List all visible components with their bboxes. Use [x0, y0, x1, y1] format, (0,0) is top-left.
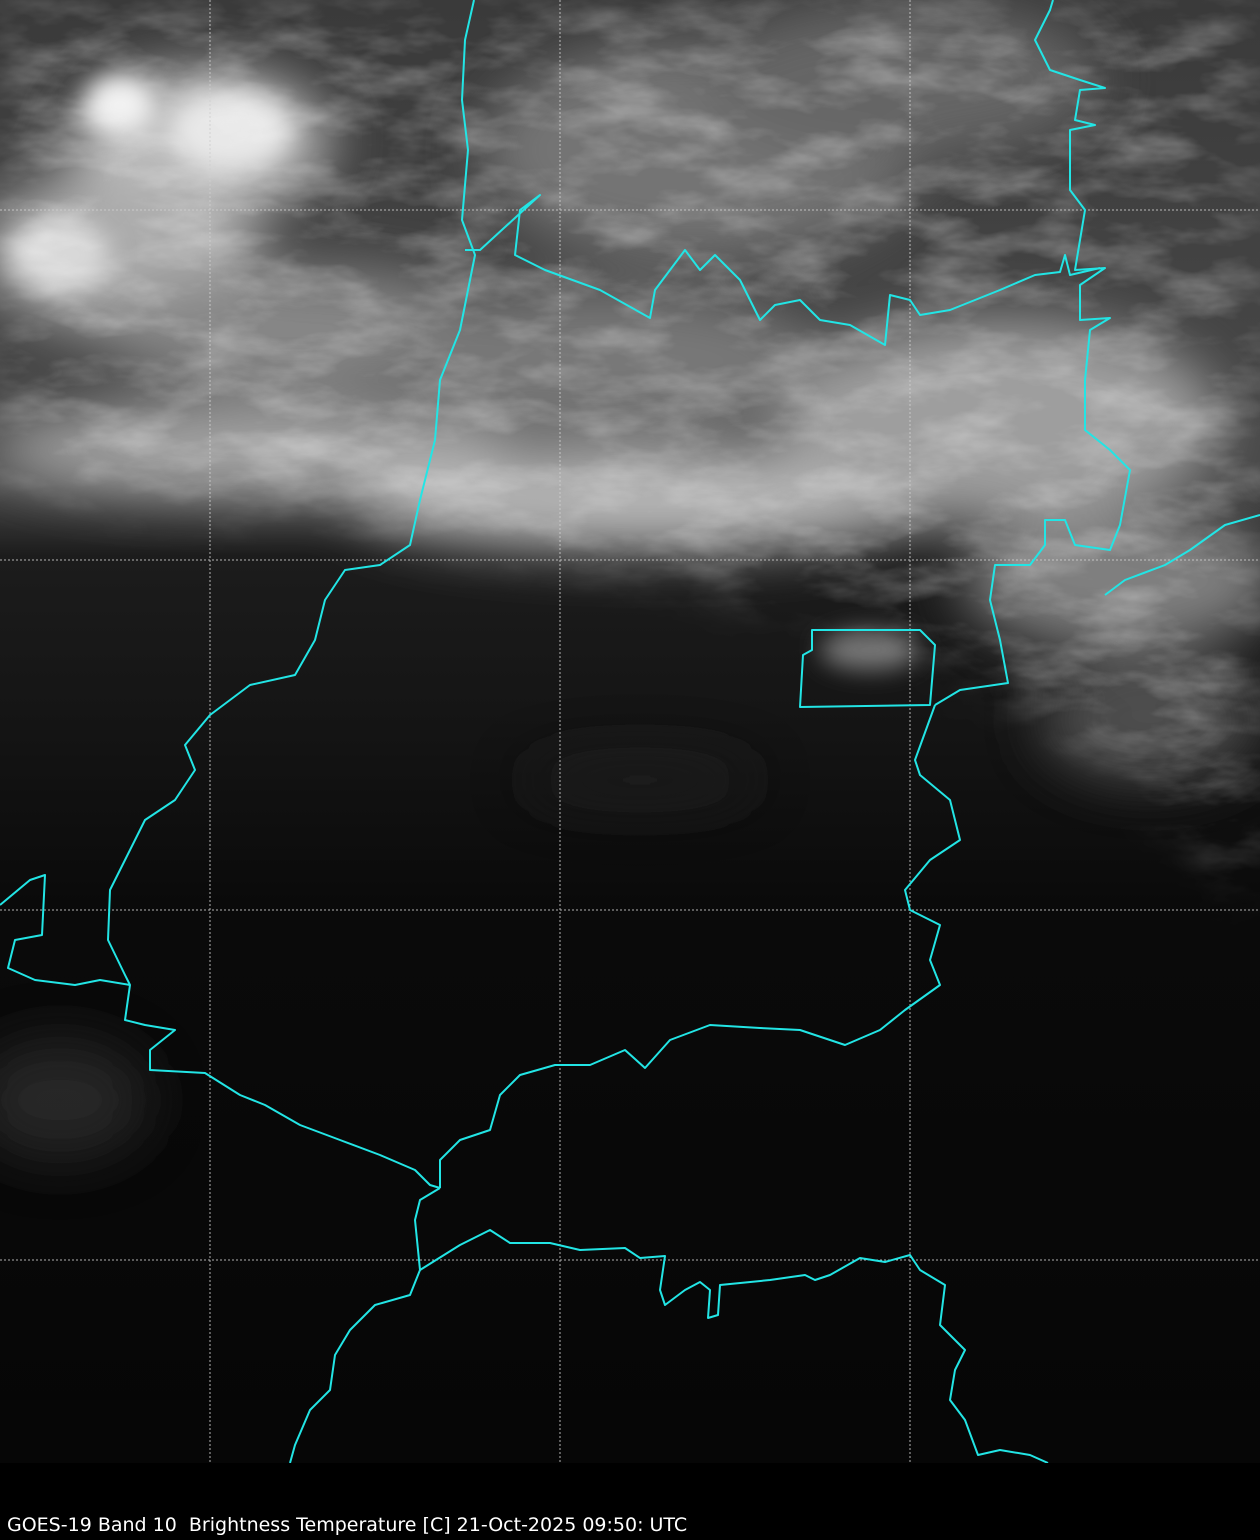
border-west [107, 0, 476, 1189]
border-east [934, 0, 1131, 706]
political-borders [0, 0, 1260, 1463]
gridlines [0, 0, 1260, 1463]
border-far-west [0, 874, 131, 986]
border-south-west [289, 1187, 441, 1463]
satellite-image [0, 0, 1260, 1463]
cloud-field [0, 0, 1260, 1463]
image-caption: GOES-19 Band 10 Brightness Temperature [… [7, 1514, 688, 1536]
border-north-east [1104, 514, 1260, 596]
border-north [465, 194, 1101, 346]
border-enclave [799, 629, 936, 708]
border-central [439, 704, 961, 1188]
border-south [419, 1229, 1049, 1463]
